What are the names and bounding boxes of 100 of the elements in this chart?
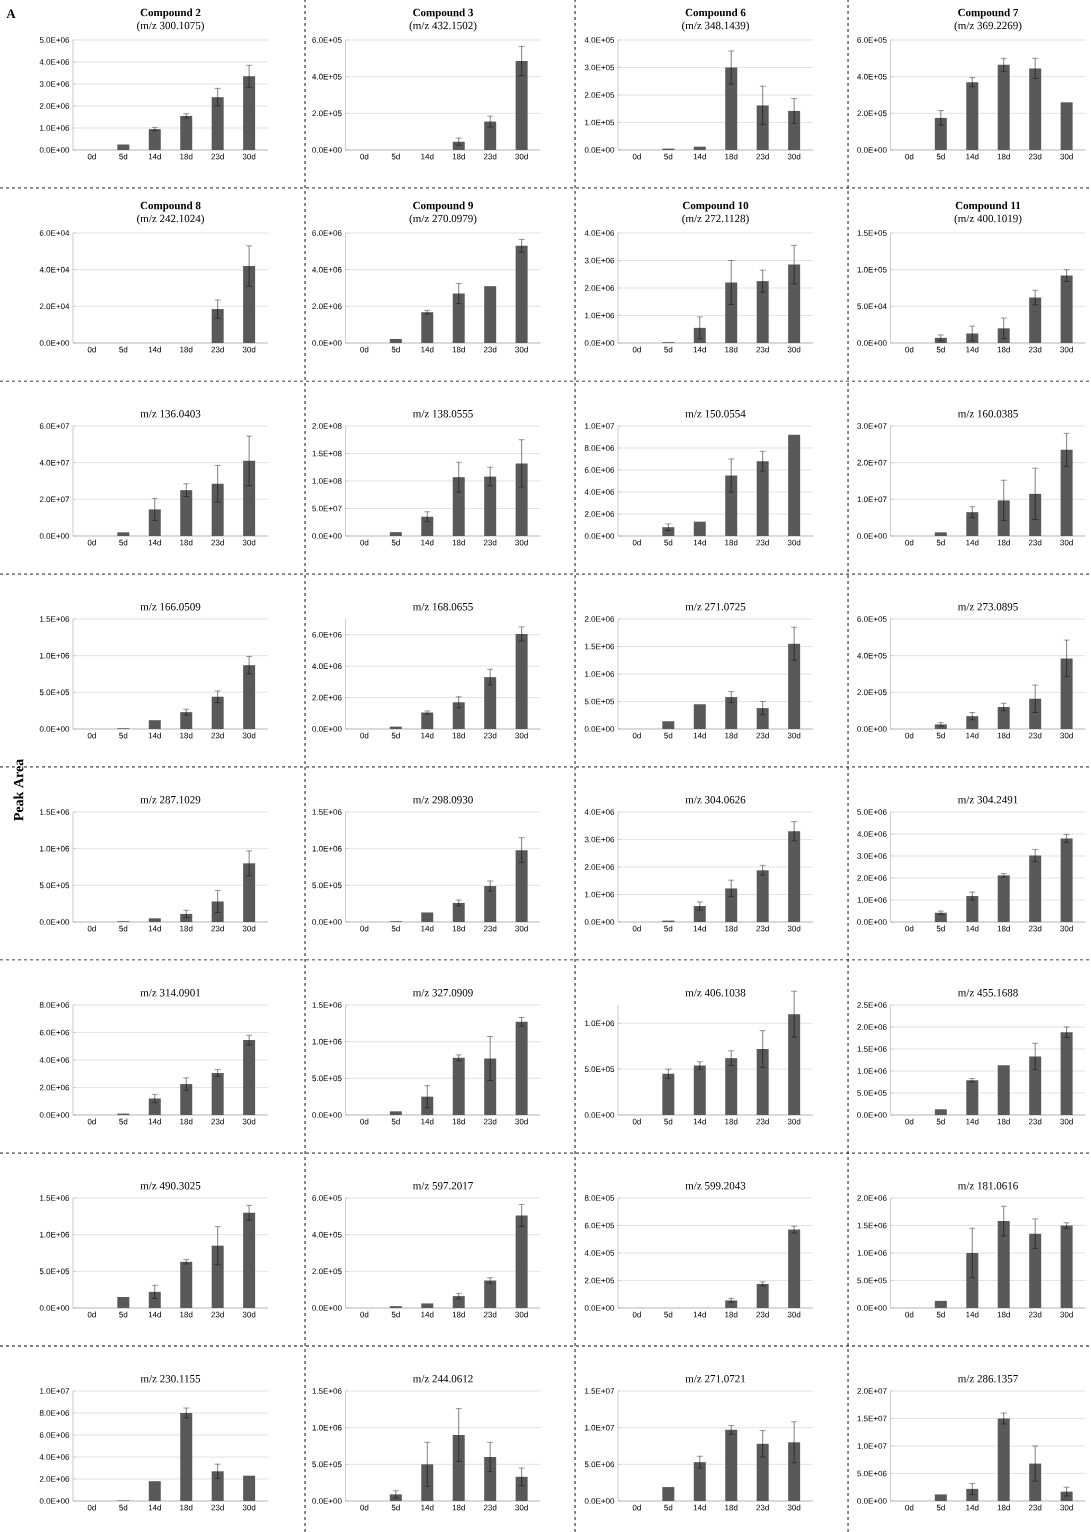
y-tick-label: 3.0E+07 xyxy=(857,423,887,429)
y-tick-label: 5.0E+05 xyxy=(857,1090,887,1096)
y-tick-label: 1.5E+08 xyxy=(312,450,342,457)
bar xyxy=(452,1435,465,1501)
bar xyxy=(725,697,738,729)
y-tick-label: 3.0E+06 xyxy=(584,836,615,843)
y-tick-label: 2.0E+05 xyxy=(312,1268,342,1275)
x-tick-label: 18d xyxy=(180,346,193,353)
x-tick-label: 14d xyxy=(693,346,706,353)
x-tick-label: 14d xyxy=(148,539,161,546)
bar xyxy=(389,1111,402,1115)
x-tick-label: 0d xyxy=(905,732,914,739)
bar xyxy=(421,912,434,922)
y-tick-label: 1.5E+06 xyxy=(585,643,615,650)
chart-title: m/z 406.1038 xyxy=(685,989,746,997)
y-tick-label: 1.5E+06 xyxy=(312,1388,342,1394)
y-tick-label: 4.0E+05 xyxy=(312,1231,342,1238)
x-tick-label: 23d xyxy=(483,1118,497,1125)
y-tick-label: 2.0E+07 xyxy=(857,459,887,466)
bar xyxy=(966,512,979,536)
x-tick-label: 14d xyxy=(693,153,706,160)
y-tick-label: 5.0E+05 xyxy=(39,689,70,696)
x-tick-label: 5d xyxy=(936,732,945,739)
x-tick-label: 0d xyxy=(632,925,641,932)
x-tick-label: 18d xyxy=(725,1311,738,1318)
chart-title: m/z 287.1029 xyxy=(140,796,201,804)
y-tick-label: 0.0E+00 xyxy=(857,1498,887,1504)
bar xyxy=(180,712,193,729)
x-tick-label: 30d xyxy=(515,1311,528,1318)
bar xyxy=(1029,297,1042,343)
x-tick-label: 0d xyxy=(632,732,641,739)
y-tick-label: 2.0E+05 xyxy=(857,110,887,117)
bar xyxy=(1060,838,1073,922)
x-tick-label: 14d xyxy=(693,1504,706,1511)
x-tick-label: 5d xyxy=(936,153,945,160)
bar xyxy=(966,896,979,922)
bar xyxy=(997,707,1010,729)
y-tick-label: 0.0E+00 xyxy=(312,919,342,925)
y-tick-label: 3.0E+06 xyxy=(39,81,70,87)
bar xyxy=(452,1296,465,1308)
x-tick-label: 0d xyxy=(87,1118,96,1125)
x-tick-label: 14d xyxy=(421,1311,434,1318)
bar xyxy=(421,516,434,536)
bar xyxy=(1060,449,1073,536)
y-tick-label: 2.0E+07 xyxy=(857,1388,887,1394)
x-tick-label: 14d xyxy=(148,153,161,160)
x-tick-label: 0d xyxy=(87,732,96,739)
bar xyxy=(788,434,801,536)
y-tick-label: 6.0E+07 xyxy=(39,423,70,429)
chart-title: m/z 490.3025 xyxy=(140,1182,201,1190)
x-tick-label: 14d xyxy=(966,925,979,932)
y-tick-label: 5.0E+05 xyxy=(39,1268,70,1275)
chart-subtitle: (m/z 270.0979) xyxy=(409,214,477,225)
x-tick-label: 30d xyxy=(787,153,801,160)
bar xyxy=(389,532,402,536)
bar xyxy=(725,67,738,150)
y-tick-label: 6.0E+05 xyxy=(312,1195,342,1201)
y-tick-label: 1.5E+05 xyxy=(857,230,887,236)
y-tick-label: 0.0E+00 xyxy=(857,1305,887,1311)
y-tick-label: 0.0E+00 xyxy=(312,1112,342,1118)
x-tick-label: 23d xyxy=(211,153,224,160)
x-tick-label: 0d xyxy=(632,346,641,353)
x-tick-label: 30d xyxy=(1060,346,1073,353)
y-tick-label: 0.0E+00 xyxy=(312,726,342,732)
bar xyxy=(243,1040,256,1115)
y-tick-label: 3.0E+06 xyxy=(584,257,615,264)
y-tick-label: 2.0E+05 xyxy=(857,689,887,696)
bar xyxy=(725,1429,738,1501)
bar xyxy=(997,1065,1010,1115)
bar xyxy=(756,461,769,536)
x-tick-label: 30d xyxy=(242,1118,256,1125)
x-tick-label: 18d xyxy=(180,732,193,739)
x-tick-label: 5d xyxy=(391,346,400,353)
bar xyxy=(452,141,465,150)
y-tick-label: 1.0E+06 xyxy=(40,652,70,659)
y-axis-title: Peak Area xyxy=(13,759,24,821)
y-tick-label: 5.0E+05 xyxy=(39,882,70,889)
x-tick-label: 18d xyxy=(725,1118,738,1125)
y-tick-label: 8.0E+06 xyxy=(584,445,615,451)
bar xyxy=(211,696,224,729)
x-tick-label: 14d xyxy=(966,732,979,739)
chart-title: m/z 599.2043 xyxy=(685,1182,746,1190)
bar xyxy=(484,286,497,343)
y-tick-label: 2.0E+05 xyxy=(312,110,342,117)
x-tick-label: 18d xyxy=(180,1504,193,1511)
bar xyxy=(788,1442,801,1501)
x-tick-label: 23d xyxy=(756,153,769,160)
x-tick-label: 0d xyxy=(87,925,96,932)
bar xyxy=(421,1303,434,1308)
x-tick-label: 18d xyxy=(997,1118,1010,1125)
y-tick-label: 0.0E+00 xyxy=(584,1498,615,1504)
y-tick-label: 0.0E+00 xyxy=(312,340,342,346)
x-tick-label: 14d xyxy=(148,925,161,932)
y-tick-label: 1.0E+06 xyxy=(312,1424,342,1431)
bar xyxy=(966,1252,979,1308)
x-tick-label: 5d xyxy=(391,1311,400,1318)
y-tick-label: 1.5E+06 xyxy=(857,1046,887,1052)
y-tick-label: 4.0E+06 xyxy=(857,831,887,837)
y-tick-label: 0.0E+00 xyxy=(39,147,70,153)
bar xyxy=(117,1296,130,1308)
